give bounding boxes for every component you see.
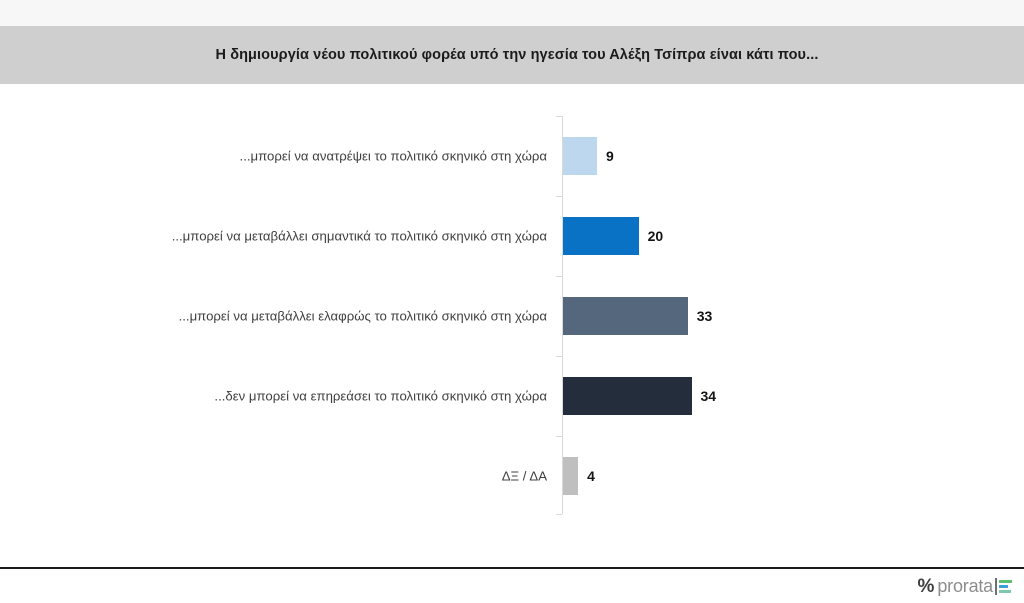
axis-tick bbox=[556, 116, 562, 117]
percent-icon: % bbox=[917, 575, 935, 597]
axis-tick bbox=[556, 196, 562, 197]
bar-chart: ...μπορεί να ανατρέψει το πολιτικό σκηνι… bbox=[0, 84, 1024, 521]
axis-tick bbox=[556, 276, 562, 277]
bar-group: 20 bbox=[563, 217, 663, 255]
axis-tick bbox=[556, 356, 562, 357]
bar-group: 34 bbox=[563, 377, 716, 415]
category-label: ΔΞ / ΔΑ bbox=[501, 468, 547, 484]
bar-segment[interactable] bbox=[563, 457, 579, 495]
chart-row: ΔΞ / ΔΑ 4 bbox=[0, 436, 1024, 516]
bar-value-label: 4 bbox=[587, 468, 595, 484]
category-label: ...μπορεί να ανατρέψει το πολιτικό σκηνι… bbox=[239, 148, 547, 164]
bar-value-label: 34 bbox=[700, 388, 717, 404]
chart-row: ...μπορεί να μεταβάλλει σημαντικά το πολ… bbox=[0, 196, 1024, 276]
bar-value-label: 20 bbox=[647, 228, 664, 244]
chart-row: ...μπορεί να ανατρέψει το πολιτικό σκηνι… bbox=[0, 116, 1024, 196]
footer-divider bbox=[0, 567, 1024, 569]
chart-row: ...δεν μπορεί να επηρεάσει το πολιτικό σ… bbox=[0, 356, 1024, 436]
logo-wordmark: prorata bbox=[937, 576, 993, 596]
bar-group: 33 bbox=[563, 297, 712, 335]
logo-bars-icon bbox=[999, 578, 1012, 595]
axis-tick bbox=[556, 514, 562, 515]
chart-row: ...μπορεί να μεταβάλλει ελαφρώς το πολιτ… bbox=[0, 276, 1024, 356]
chart-title-band: Η δημιουργία νέου πολιτικού φορέα υπό τη… bbox=[0, 26, 1024, 84]
top-strip bbox=[0, 0, 1024, 26]
bar-value-label: 9 bbox=[606, 148, 614, 164]
bar-segment[interactable] bbox=[563, 377, 692, 415]
bar-segment[interactable] bbox=[563, 217, 639, 255]
page-title: Η δημιουργία νέου πολιτικού φορέα υπό τη… bbox=[215, 47, 819, 63]
bar-segment[interactable] bbox=[563, 297, 688, 335]
bar-value-label: 33 bbox=[696, 308, 713, 324]
category-axis-line bbox=[562, 116, 563, 514]
category-label: ...μπορεί να μεταβάλλει σημαντικά το πολ… bbox=[171, 228, 547, 244]
axis-tick bbox=[556, 436, 562, 437]
bar-group: 4 bbox=[563, 457, 595, 495]
bar-segment[interactable] bbox=[563, 137, 598, 175]
logo-divider-icon bbox=[995, 577, 997, 595]
bar-group: 9 bbox=[563, 137, 614, 175]
category-label: ...δεν μπορεί να επηρεάσει το πολιτικό σ… bbox=[214, 388, 547, 404]
footer: % prorata bbox=[0, 569, 1024, 603]
prorata-logo: % prorata bbox=[917, 575, 1012, 597]
category-label: ...μπορεί να μεταβάλλει ελαφρώς το πολιτ… bbox=[178, 308, 547, 324]
